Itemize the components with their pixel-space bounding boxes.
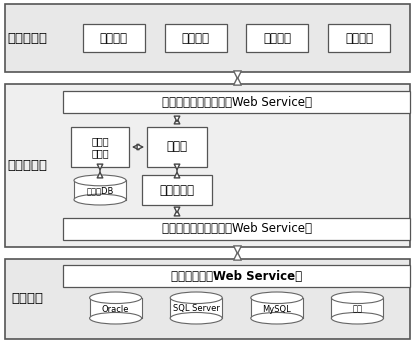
- Bar: [71, 127, 129, 167]
- Bar: [165, 24, 227, 52]
- Text: 统一应用层: 统一应用层: [7, 32, 47, 45]
- Bar: [142, 175, 212, 205]
- Ellipse shape: [332, 312, 383, 324]
- Bar: [5, 259, 410, 339]
- Bar: [74, 180, 126, 200]
- Bar: [147, 127, 207, 167]
- Text: 元数据DB: 元数据DB: [86, 187, 114, 196]
- Ellipse shape: [170, 292, 222, 304]
- Bar: [332, 298, 383, 318]
- Text: 数据更新: 数据更新: [264, 32, 291, 45]
- Bar: [251, 298, 303, 318]
- Ellipse shape: [74, 175, 126, 186]
- Text: 其他: 其他: [352, 305, 362, 314]
- Text: 应用层访问统一接口（Web Service）: 应用层访问统一接口（Web Service）: [161, 95, 312, 108]
- Text: 数据删除: 数据删除: [182, 32, 210, 45]
- Bar: [83, 24, 145, 52]
- Bar: [90, 298, 142, 318]
- Bar: [5, 84, 410, 247]
- Text: SQL Server: SQL Server: [173, 305, 220, 314]
- Text: 数据融合层: 数据融合层: [7, 159, 47, 172]
- Ellipse shape: [90, 312, 142, 324]
- Text: 异构数据库统一接口（Web Service）: 异构数据库统一接口（Web Service）: [161, 223, 312, 236]
- Text: 数据库层: 数据库层: [11, 293, 43, 306]
- Bar: [328, 24, 390, 52]
- Text: Oracle: Oracle: [102, 305, 129, 314]
- Text: MySQL: MySQL: [262, 305, 291, 314]
- Bar: [247, 24, 308, 52]
- Ellipse shape: [74, 194, 126, 205]
- Bar: [63, 218, 410, 240]
- Ellipse shape: [251, 312, 303, 324]
- Text: 综合包装器: 综合包装器: [159, 184, 195, 197]
- Bar: [170, 298, 222, 318]
- Bar: [63, 265, 410, 287]
- Text: 元数据
管理器: 元数据 管理器: [91, 136, 109, 158]
- Ellipse shape: [251, 292, 303, 304]
- Bar: [5, 4, 410, 72]
- Ellipse shape: [332, 292, 383, 304]
- Ellipse shape: [170, 312, 222, 324]
- Text: 数据查询: 数据查询: [345, 32, 373, 45]
- Text: 中介器: 中介器: [166, 141, 188, 154]
- Ellipse shape: [90, 292, 142, 304]
- Text: 数据库代理（Web Service）: 数据库代理（Web Service）: [171, 270, 302, 283]
- Text: 数据添加: 数据添加: [100, 32, 128, 45]
- Bar: [63, 91, 410, 113]
